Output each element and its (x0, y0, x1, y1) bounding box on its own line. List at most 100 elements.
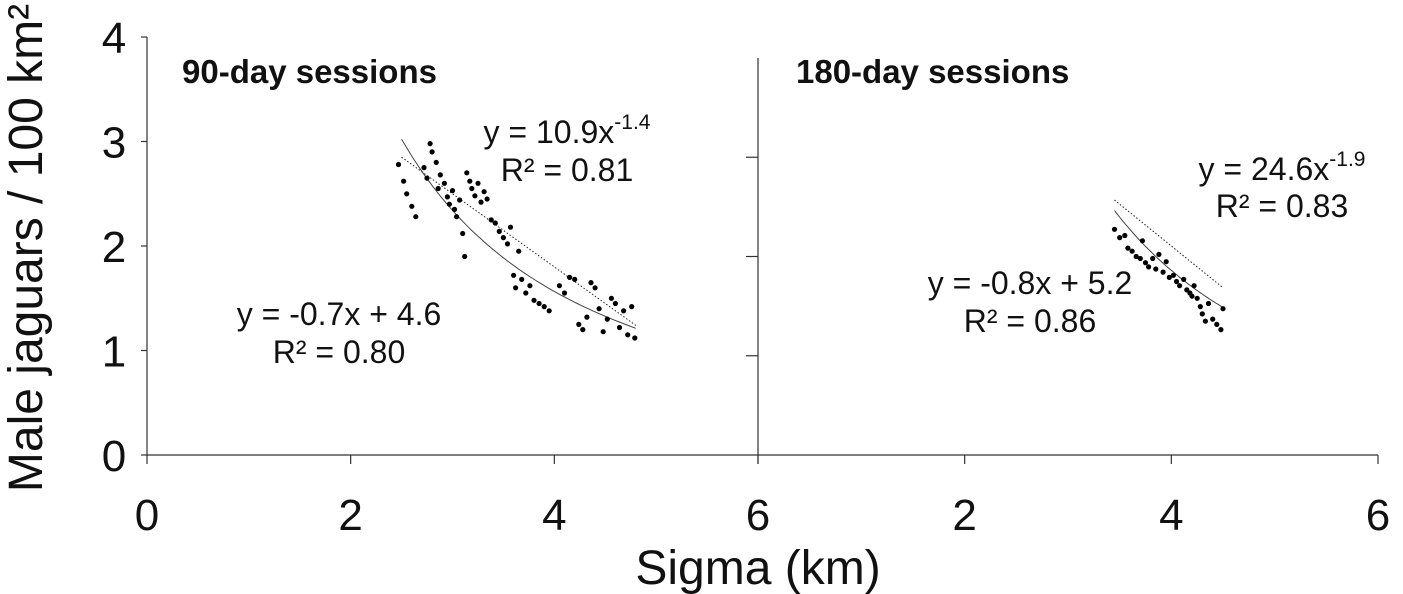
data-point (1202, 318, 1208, 324)
data-point (454, 214, 460, 220)
data-point (536, 300, 542, 307)
data-point (1220, 306, 1226, 312)
data-point (546, 308, 552, 314)
data-point (604, 316, 610, 322)
data-point (632, 335, 638, 341)
data-point (513, 285, 519, 291)
data-point (457, 197, 463, 203)
data-point (527, 283, 533, 289)
data-point (424, 175, 430, 181)
data-point (469, 185, 475, 192)
data-point (441, 180, 447, 186)
y-tick-label: 4 (102, 14, 126, 63)
power-trendline (1114, 210, 1224, 308)
x-axis-title: Sigma (km) (635, 542, 880, 594)
data-point (467, 178, 473, 184)
x-tick-label: 2 (952, 491, 976, 540)
data-point (600, 329, 606, 335)
data-point (510, 272, 517, 278)
data-point (435, 185, 441, 192)
data-point (561, 290, 568, 296)
data-point (492, 220, 498, 226)
power-r2: R² = 0.83 (1216, 188, 1349, 224)
data-point (1166, 274, 1172, 280)
linear-trendline (1114, 199, 1224, 289)
data-point (541, 304, 547, 310)
panels-layer: 0 2 4 6 90-day sessions y = 10.9x-1.4 R² = 0.8… (135, 53, 1390, 540)
panel-title: 180-day sessions (796, 53, 1069, 90)
data-point (433, 159, 439, 165)
data-point (1142, 260, 1149, 266)
data-point (588, 280, 594, 286)
data-point (1194, 295, 1200, 301)
data-point (446, 201, 452, 207)
data-point (488, 217, 494, 223)
panel-title: 90-day sessions (182, 53, 437, 90)
data-point (616, 324, 623, 331)
data-point (1137, 255, 1143, 262)
data-point (1210, 316, 1216, 322)
data-point (481, 189, 487, 195)
y-tick-label: 2 (102, 223, 126, 272)
data-point (464, 170, 470, 176)
data-point (572, 276, 578, 282)
data-point (451, 206, 458, 212)
data-point (421, 165, 427, 171)
data-point (621, 308, 627, 314)
data-point (625, 332, 631, 338)
data-point (1163, 259, 1169, 265)
data-point (1173, 278, 1180, 285)
data-point (1133, 253, 1139, 260)
x-tick-label: 2 (338, 491, 362, 540)
data-point (1177, 283, 1183, 289)
y-tick-label: 0 (102, 432, 126, 481)
data-point (478, 199, 484, 205)
data-point (1146, 264, 1152, 270)
linear-equation: y = -0.7x + 4.6 (237, 296, 442, 332)
data-point (500, 235, 506, 241)
data-point (1156, 251, 1162, 257)
data-point (580, 327, 586, 333)
linear-trendline (401, 156, 637, 326)
data-point (413, 214, 419, 220)
x-tick-label: 4 (1159, 491, 1183, 540)
data-point (556, 283, 563, 289)
data-point (584, 314, 590, 320)
data-point (608, 295, 615, 301)
data-point (504, 241, 511, 247)
y-tick-label: 1 (102, 328, 126, 377)
data-point (567, 274, 573, 280)
data-point (1199, 311, 1205, 317)
data-point (507, 224, 514, 230)
linear-r2: R² = 0.86 (964, 303, 1097, 339)
data-point (429, 149, 435, 155)
data-point (519, 276, 525, 282)
data-point (596, 306, 602, 312)
data-point (409, 203, 415, 209)
data-point (472, 193, 478, 199)
power-equation: y = 10.9x-1.4 (484, 111, 651, 150)
data-point (1153, 266, 1159, 272)
data-point (496, 228, 502, 234)
data-point (427, 141, 433, 147)
linear-equation: y = -0.8x + 5.2 (928, 265, 1133, 301)
data-point (1189, 293, 1195, 299)
data-point (1150, 255, 1156, 262)
data-point (462, 253, 468, 260)
data-point (576, 321, 582, 327)
x-tick-label: 6 (746, 491, 770, 540)
data-point (1122, 232, 1128, 239)
data-point (629, 304, 635, 310)
data-point (1125, 245, 1131, 251)
data-point (401, 178, 407, 184)
data-point (395, 161, 402, 168)
data-point (1181, 276, 1187, 282)
data-point (1191, 283, 1197, 289)
x-tick-label: 0 (135, 491, 159, 540)
data-point (444, 194, 450, 200)
data-point (1111, 226, 1118, 232)
data-point (516, 248, 522, 254)
data-point (1160, 269, 1166, 275)
